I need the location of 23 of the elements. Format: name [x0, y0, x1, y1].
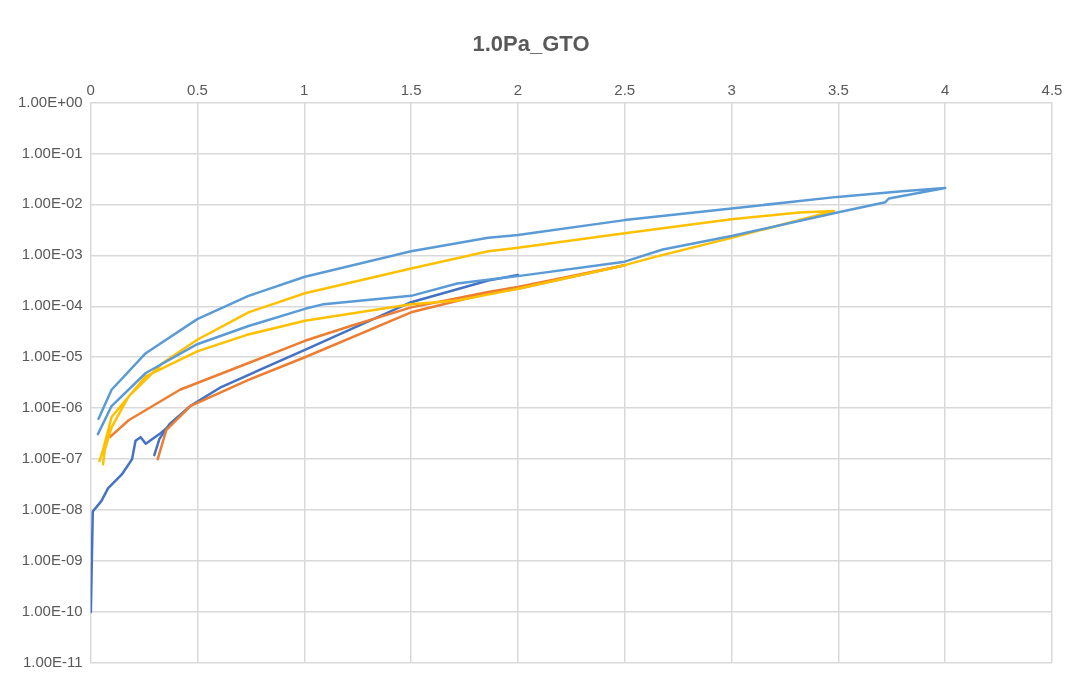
y-tick-label: 1.00E-11 — [22, 653, 83, 671]
x-tick-label: 4.5 — [1041, 80, 1063, 98]
y-tick-label: 1.00E-08 — [21, 500, 83, 518]
y-tick-label: 1.00E-07 — [21, 449, 83, 467]
y-tick-label: 1.00E-09 — [21, 551, 83, 569]
y-tick-label: 1.00E-01 — [21, 143, 83, 161]
chart-title: 1.0Pa_GTO — [472, 31, 590, 57]
y-tick-label: 1.00E+00 — [17, 92, 83, 110]
x-tick-label: 2 — [513, 80, 523, 98]
y-tick-label: 1.00E-10 — [21, 602, 83, 620]
y-tick-label: 1.00E-03 — [21, 245, 83, 263]
y-tick-label: 1.00E-05 — [21, 347, 83, 365]
x-tick-label: 0 — [86, 80, 95, 98]
x-tick-label: 1.5 — [400, 80, 422, 98]
y-tick-label: 1.00E-06 — [21, 398, 83, 416]
x-tick-label: 3.5 — [827, 80, 849, 98]
y-tick-label: 1.00E-04 — [21, 296, 83, 314]
x-tick-label: 3 — [727, 80, 736, 98]
x-tick-label: 0.5 — [187, 80, 208, 98]
x-tick-label: 4 — [941, 80, 950, 98]
x-tick-label: 1 — [300, 80, 309, 98]
x-tick-label: 2.5 — [614, 80, 636, 98]
y-tick-label: 1.00E-02 — [21, 194, 83, 212]
